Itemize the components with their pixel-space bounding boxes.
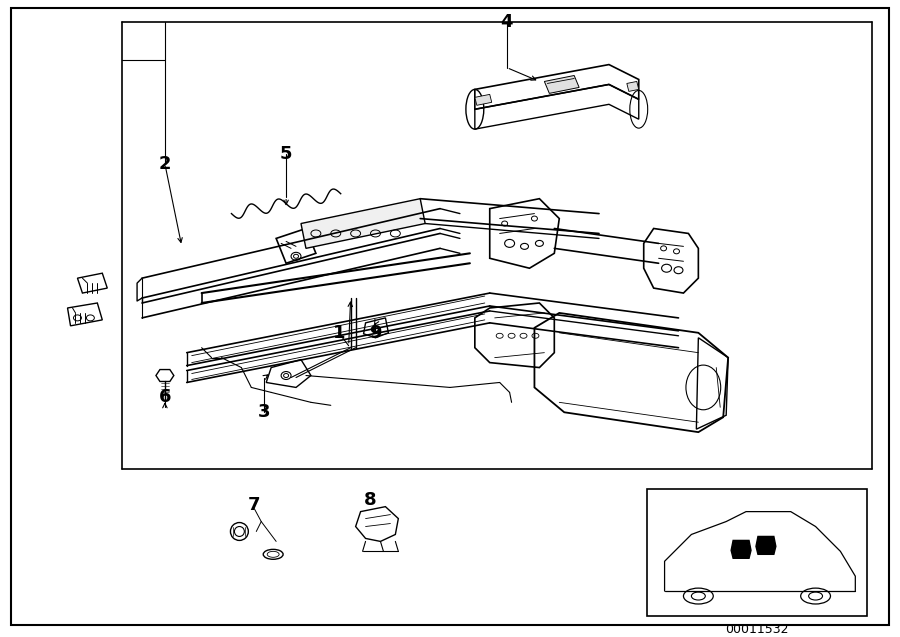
Text: 3: 3	[258, 403, 271, 421]
Polygon shape	[475, 94, 491, 105]
Polygon shape	[731, 540, 751, 558]
Text: 6: 6	[158, 389, 171, 406]
Text: 4: 4	[500, 13, 513, 31]
Bar	[647, 489, 868, 616]
Polygon shape	[301, 199, 425, 248]
Text: 2: 2	[158, 155, 171, 173]
Text: 00011532: 00011532	[725, 624, 788, 636]
Text: 1: 1	[332, 324, 345, 342]
Text: 9: 9	[369, 324, 382, 342]
Polygon shape	[544, 76, 579, 94]
Text: 7: 7	[248, 496, 260, 513]
Text: 5: 5	[280, 145, 292, 163]
Polygon shape	[626, 82, 639, 91]
Polygon shape	[756, 536, 776, 554]
Text: 8: 8	[364, 490, 377, 509]
